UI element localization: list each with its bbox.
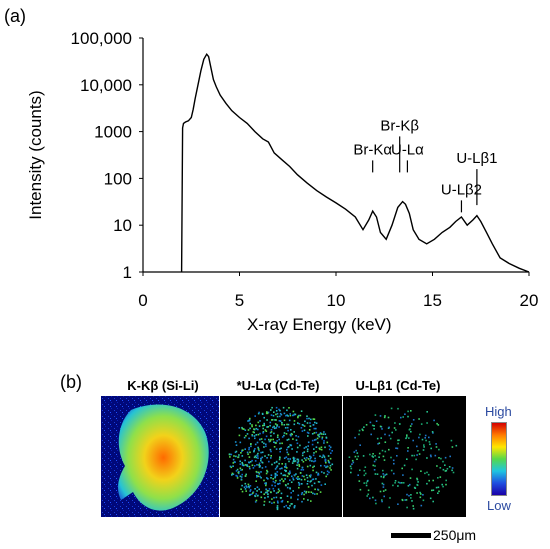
annotation-label: Br-Kβ — [380, 117, 419, 134]
chart-series — [180, 52, 530, 273]
y-tick-label: 1000 — [94, 123, 132, 142]
element-maps — [101, 396, 466, 517]
chart-ticks: 0 5 10 15 20 1 10 100 1000 10,000 100,000 — [71, 29, 539, 310]
map-title-k-kbeta: K-Kβ (Si-Li) — [127, 378, 199, 393]
annotation-label: U-Lβ2 — [441, 181, 482, 198]
map-title-u-lalpha: *U-Lα (Cd-Te) — [236, 378, 320, 393]
x-tick-label: 20 — [520, 291, 539, 310]
scale-bar — [391, 533, 431, 538]
chart-annotations: Br-Kα Br-Kβ U-Lα U-Lβ2 U-Lβ1 — [353, 117, 497, 213]
panel-b-label: (b) — [60, 372, 82, 392]
map-title-u-lbeta1: U-Lβ1 (Cd-Te) — [355, 378, 441, 393]
panel-a-label: (a) — [4, 6, 26, 26]
y-tick-label: 10,000 — [80, 76, 132, 95]
colorbar — [491, 422, 507, 496]
x-axis-title: X-ray Energy (keV) — [247, 315, 392, 334]
x-tick-label: 10 — [327, 291, 346, 310]
y-tick-label: 100,000 — [71, 29, 132, 48]
annotation-label: U-Lα — [391, 141, 424, 158]
colorbar-high-label: High — [485, 404, 512, 419]
map-k-kbeta-sample — [118, 404, 209, 511]
spectrum-line — [180, 52, 530, 273]
y-tick-label: 100 — [104, 169, 132, 188]
colorbar-low-label: Low — [487, 498, 511, 513]
map-u-lalpha-dots — [228, 406, 334, 511]
y-tick-label: 10 — [113, 216, 132, 235]
map-u-lbeta1-dots — [348, 407, 458, 510]
x-tick-label: 15 — [423, 291, 442, 310]
y-tick-label: 1 — [123, 263, 132, 282]
y-axis-title: Intensity (counts) — [26, 90, 45, 220]
scale-bar-label: 250μm — [433, 527, 477, 543]
annotation-label: U-Lβ1 — [456, 150, 497, 167]
annotation-label: Br-Kα — [353, 141, 392, 158]
x-tick-label: 0 — [138, 291, 147, 310]
x-tick-label: 5 — [235, 291, 244, 310]
